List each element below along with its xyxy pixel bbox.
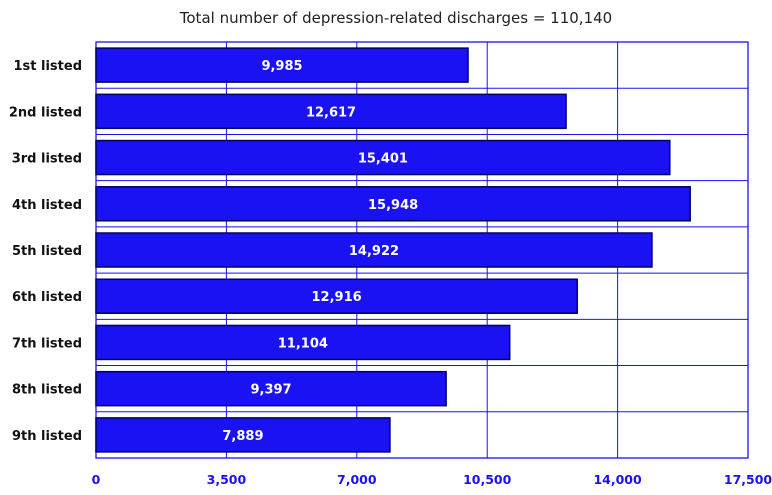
bar: [95, 186, 691, 222]
bar: [95, 417, 391, 453]
category-label: 1st listed: [13, 59, 82, 74]
bar-value-label: 7,889: [222, 429, 263, 444]
category-label: 6th listed: [12, 290, 82, 305]
x-tick-label: 17,500: [724, 472, 772, 487]
category-label: 3rd listed: [12, 152, 82, 167]
bars: 9,985 12,617 15,401 15,948 14,922 12,916 11,10…: [95, 47, 691, 453]
bar-value-label: 9,397: [250, 383, 291, 398]
bar-value-label: 14,922: [349, 244, 399, 259]
gridlines: [95, 41, 749, 459]
bar-value-label: 15,401: [358, 152, 408, 167]
category-label: 9th listed: [12, 429, 82, 444]
bar: [95, 139, 671, 176]
x-tick-label: 3,500: [207, 472, 247, 487]
chart-title: Total number of depression-related disch…: [179, 9, 612, 27]
bar-value-label: 11,104: [278, 336, 328, 351]
category-label: 8th listed: [12, 383, 82, 398]
x-tick-label: 10,500: [463, 472, 512, 487]
bar: [95, 278, 578, 314]
bar-value-label: 9,985: [261, 59, 302, 74]
x-tick-labels: 0 3,500 7,000 10,500 14,000 17,500: [92, 472, 772, 487]
x-tick-label: 0: [92, 472, 101, 487]
x-tick-label: 14,000: [593, 472, 642, 487]
bar-value-label: 12,916: [312, 290, 362, 305]
category-labels: 1st listed 2nd listed 3rd listed 4th listed…: [9, 59, 82, 444]
category-label: 2nd listed: [9, 105, 82, 120]
bar: [95, 324, 511, 361]
bar: [95, 232, 653, 268]
category-label: 7th listed: [12, 336, 82, 351]
bar: [95, 370, 447, 407]
bar: [95, 47, 469, 83]
bar-value-label: 12,617: [306, 105, 356, 120]
category-label: 4th listed: [12, 198, 82, 213]
bar: [95, 93, 567, 130]
bar-value-label: 15,948: [368, 198, 418, 213]
x-tick-label: 7,000: [337, 472, 377, 487]
category-label: 5th listed: [12, 244, 82, 259]
